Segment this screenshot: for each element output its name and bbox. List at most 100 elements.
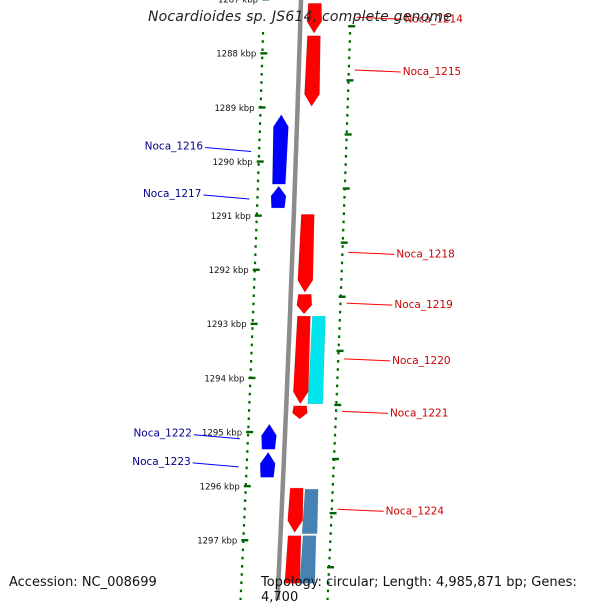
inner-tick-ring-dot (248, 409, 250, 412)
inner-tick-ring-dot (240, 581, 242, 584)
kbp-tick-label: 1294 kbp (204, 374, 244, 384)
outer-tick-ring-dot (330, 532, 332, 535)
gene-noca-1217 (271, 186, 286, 208)
outer-tick-ring-dot (336, 385, 338, 388)
gene-noca-1223 (260, 452, 275, 477)
outer-tick-ring-dot (333, 450, 335, 453)
inner-tick-ring-dot (258, 147, 260, 150)
outer-tick-ring-dot (331, 508, 333, 511)
inner-tick-ring-dot (255, 237, 257, 240)
gene-feature (302, 489, 318, 533)
outer-tick-ring-dot (339, 303, 341, 306)
inner-tick-ring-dot (259, 114, 261, 117)
inner-tick-ring-dot (257, 180, 259, 183)
inner-tick-ring-dot (257, 171, 259, 174)
outer-tick-ring-dot (349, 32, 351, 35)
gene-label-noca-1219: Noca_1219 (394, 299, 452, 311)
inner-tick-ring-dot (244, 508, 246, 511)
inner-tick-ring-dot (241, 573, 243, 576)
kbp-tick-mark (241, 539, 248, 541)
inner-tick-ring-dot (255, 221, 257, 224)
inner-tick-ring-dot (246, 450, 248, 453)
kbp-tick-label: 1288 kbp (216, 50, 256, 60)
outer-tick-ring-dot (342, 237, 344, 240)
gene-label-leader (203, 195, 249, 199)
gene-label-noca-1220: Noca_1220 (392, 355, 450, 367)
gene-label-leader (348, 252, 394, 254)
genome-title: Nocardioides sp. JS614, complete genome (0, 9, 600, 25)
gene-label-leader (205, 147, 251, 151)
outer-tick-ring-dot (334, 426, 336, 429)
inner-tick-ring-dot (262, 40, 264, 43)
outer-tick-ring-dot (342, 245, 344, 248)
inner-tick-ring-dot (244, 499, 246, 502)
inner-tick-ring-dot (244, 491, 246, 494)
gene-label-noca-1222: Noca_1222 (133, 428, 191, 440)
inner-tick-ring-dot (251, 344, 253, 347)
outer-tick-ring-dot (329, 540, 331, 543)
outer-tick-ring-dot (345, 139, 347, 142)
inner-tick-ring-dot (250, 360, 252, 363)
inner-tick-ring-dot (252, 311, 254, 314)
kbp-tick-label: 1287 kbp (218, 0, 258, 6)
outer-tick-ring-dot (347, 81, 349, 84)
inner-tick-ring-dot (256, 196, 258, 199)
gene-label-leader (338, 509, 384, 511)
inner-tick-ring-dot (249, 385, 251, 388)
outer-tick-ring-dot (340, 286, 342, 289)
outer-tick-ring-dot (347, 89, 349, 92)
topology-label: Topology: circular; Length: 4,985,871 bp… (261, 575, 600, 605)
inner-tick-ring-dot (255, 229, 257, 232)
outer-tick-ring-dot (342, 221, 344, 224)
outer-tick-mark (332, 458, 339, 460)
outer-tick-ring-dot (328, 557, 330, 560)
gene-noca-1221 (292, 406, 307, 419)
inner-tick-ring-dot (261, 57, 263, 60)
outer-tick-ring-dot (337, 352, 339, 355)
kbp-tick-mark (257, 160, 264, 162)
outer-tick-ring-dot (332, 483, 334, 486)
outer-tick-ring-dot (338, 344, 340, 347)
inner-tick-ring-dot (247, 442, 249, 445)
outer-tick-ring-dot (339, 311, 341, 314)
outer-tick-ring-dot (345, 147, 347, 150)
outer-tick-ring-dot (330, 524, 332, 527)
inner-tick-ring-dot (258, 163, 260, 166)
kbp-tick-mark (244, 485, 251, 487)
outer-tick-ring-dot (342, 229, 344, 232)
outer-tick-ring-dot (344, 180, 346, 183)
outer-tick-ring-dot (346, 130, 348, 133)
inner-tick-ring-dot (259, 122, 261, 125)
gene-feature (308, 316, 326, 404)
outer-tick-ring-dot (337, 368, 339, 371)
inner-tick-ring-dot (248, 401, 250, 404)
accession-label: Accession: NC_008699 (9, 575, 157, 590)
outer-tick-ring-dot (348, 57, 350, 60)
outer-tick-ring-dot (331, 499, 333, 502)
outer-tick-ring-dot (335, 417, 337, 420)
gene-label-noca-1224: Noca_1224 (386, 505, 445, 517)
inner-tick-ring-dot (241, 557, 243, 560)
outer-tick-ring-dot (346, 122, 348, 125)
kbp-tick-label: 1289 kbp (214, 104, 254, 114)
inner-tick-ring-dot (254, 262, 256, 265)
outer-tick-mark (337, 350, 344, 352)
inner-tick-ring-dot (242, 549, 244, 552)
inner-tick-ring-dot (246, 458, 248, 461)
outer-tick-ring-dot (341, 270, 343, 273)
outer-tick-ring-dot (348, 48, 350, 51)
kbp-tick-mark (260, 52, 267, 54)
outer-tick-ring-dot (331, 491, 333, 494)
outer-tick-mark (327, 566, 334, 568)
outer-tick-ring-dot (335, 401, 337, 404)
inner-tick-ring-dot (245, 475, 247, 478)
gene-noca-1218 (298, 214, 315, 292)
inner-tick-ring-dot (255, 245, 257, 248)
inner-tick-ring-dot (252, 319, 254, 322)
inner-tick-ring-dot (258, 139, 260, 142)
gene-label-noca-1217: Noca_1217 (143, 188, 201, 200)
outer-tick-ring-dot (338, 327, 340, 330)
outer-tick-ring-dot (330, 516, 332, 519)
inner-tick-ring-dot (257, 188, 259, 191)
